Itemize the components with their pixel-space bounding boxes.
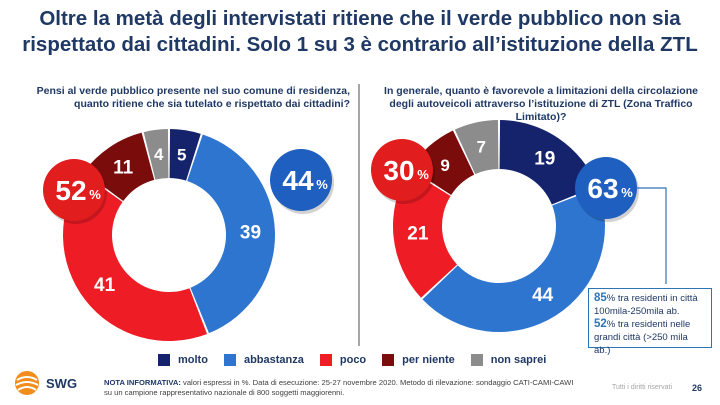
segment-label-per-niente-right: 9 (440, 156, 449, 175)
positive-badge-left-percent: % (316, 177, 328, 192)
positive-badge-right-value: 63 (587, 173, 618, 204)
question-left-line-1: Pensi al verde pubblico presente nel suo… (36, 85, 350, 97)
donut-segment-molto-right (499, 120, 598, 205)
legend-label-molto: molto (178, 354, 208, 366)
legend-item-molto: molto (158, 354, 208, 366)
negative-badge-right-percent: % (417, 167, 429, 182)
legend-swatch-per-niente (382, 354, 395, 366)
segment-label-molto-left: 5 (177, 146, 186, 165)
negative-badge-right-value: 30 (383, 155, 414, 186)
callout-text-4: grandi città (>250 mila ab.) (594, 332, 688, 356)
segment-label-molto-right: 19 (534, 149, 555, 170)
donut-segment-poco-left (62, 173, 208, 342)
callout-box: 85% tra residenti in città 100mila-250mi… (588, 288, 712, 356)
callout-text-2: 100mila-250mila ab. (594, 306, 680, 317)
legend-label-per-niente: per niente (402, 354, 455, 366)
divider (358, 84, 360, 346)
donut-segment-molto-left (169, 129, 201, 181)
legend-swatch-non-saprei (470, 354, 483, 366)
swg-logo: SWG (14, 370, 77, 396)
legend: molto abbastanza poco per niente non sap… (158, 354, 562, 366)
callout-text-1: % tra residenti in città (606, 293, 698, 304)
title-line-1: Oltre la metà degli intervistati ritiene… (39, 7, 681, 30)
negative-badge-right: 30% (371, 139, 435, 204)
segment-label-per-niente-left: 11 (113, 158, 134, 179)
legend-swatch-abbastanza (223, 354, 236, 366)
segment-label-non-saprei-right: 7 (476, 137, 485, 156)
logo-text: SWG (46, 375, 78, 391)
question-right: In generale, quanto è favorevole a limit… (368, 85, 714, 124)
negative-badge-left-value: 52 (55, 175, 86, 206)
donut-segment-non-saprei-right (454, 120, 499, 175)
legend-item-abbastanza: abbastanza (223, 354, 304, 366)
slide-title: Oltre la metà degli intervistati ritiene… (0, 6, 720, 58)
legend-item-poco: poco (319, 354, 367, 366)
segment-label-poco-right: 21 (407, 224, 429, 245)
legend-label-poco: poco (339, 354, 367, 366)
legend-label-abbastanza: abbastanza (243, 354, 304, 366)
segment-label-non-saprei-left: 4 (154, 145, 164, 164)
negative-badge-right-circle (371, 139, 433, 201)
segment-label-abbastanza-left: 39 (240, 222, 261, 243)
question-left-line-2: quanto ritiene che sia tutelato e rispet… (74, 98, 350, 110)
question-right-line-2: degli autoveicoli attraverso l’istituzio… (389, 98, 693, 110)
question-right-line-1: In generale, quanto è favorevole a limit… (384, 85, 698, 97)
positive-badge-right-circle (575, 157, 637, 219)
swg-logo-icon (15, 371, 39, 395)
donut-segment-abbastanza-left (187, 134, 276, 334)
negative-badge-left-percent: % (89, 187, 101, 202)
donut-segment-non-saprei-left (143, 129, 169, 180)
segment-label-poco-left: 41 (94, 275, 116, 296)
callout-number-1: 85 (594, 292, 607, 304)
legend-swatch-poco (319, 354, 332, 366)
rights-text: Tutti i diritti riservati (612, 384, 673, 391)
positive-badge-right: 63% (575, 157, 639, 222)
note-label: NOTA INFORMATIVA: (104, 378, 181, 387)
methodology-note: NOTA INFORMATIVA: valori espressi in %. … (104, 378, 574, 398)
page-number: 26 (692, 383, 703, 393)
question-left: Pensi al verde pubblico presente nel suo… (10, 85, 350, 111)
callout-text-3: % tra residenti nelle (606, 319, 691, 330)
segment-label-abbastanza-right: 44 (532, 285, 554, 306)
positive-badge-left-circle (270, 149, 332, 211)
callout-connector (637, 187, 667, 284)
donut-segment-abbastanza-right (422, 187, 605, 332)
legend-item-non-saprei: non saprei (470, 354, 547, 366)
callout-number-2: 52 (594, 318, 607, 330)
legend-swatch-molto (158, 354, 170, 366)
legend-item-per-niente: per niente (382, 354, 455, 366)
negative-badge-left-circle (43, 159, 105, 221)
donut-segment-per-niente-right (410, 130, 475, 195)
note-text: valori espressi in %. Data di esecuzione… (104, 378, 574, 397)
positive-badge-left-value: 44 (282, 165, 314, 196)
title-line-2: rispettato dai cittadini. Solo 1 su 3 è … (22, 33, 698, 56)
legend-label-non-saprei: non saprei (490, 354, 547, 366)
question-right-line-3: Limitato)? (515, 111, 567, 123)
positive-badge-right-percent: % (621, 185, 633, 200)
positive-badge-left: 44% (270, 149, 334, 214)
negative-badge-left: 52% (43, 159, 107, 224)
donut-segment-poco-right (393, 170, 458, 298)
